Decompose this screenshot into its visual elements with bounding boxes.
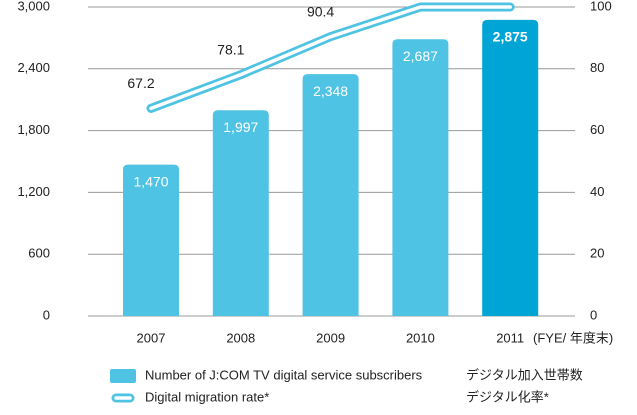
legend-label: Number of J:COM TV digital service subsc… xyxy=(145,367,423,382)
bar-value-label: 2,348 xyxy=(313,83,348,99)
y-tick-label: 600 xyxy=(28,246,50,261)
line-value-label: 78.1 xyxy=(217,41,244,57)
y2-tick-label: 100 xyxy=(590,0,612,13)
bar xyxy=(212,110,269,317)
y2-tick-label: 0 xyxy=(590,307,597,322)
bar xyxy=(123,164,179,316)
y2-tick-label: 60 xyxy=(590,122,604,137)
legend-label-ja: デジタル化率* xyxy=(466,389,549,404)
x-tick-label: 2007 xyxy=(137,330,166,345)
bar-value-label: 2,875 xyxy=(493,29,528,45)
y-tick-label: 1,200 xyxy=(17,184,50,199)
y2-tick-label: 20 xyxy=(590,246,604,261)
x-tick-label: 2008 xyxy=(226,330,255,345)
bar xyxy=(482,19,539,316)
y2-tick-label: 80 xyxy=(590,60,604,75)
y-tick-label: 0 xyxy=(43,307,50,322)
legend-label: Digital migration rate* xyxy=(145,389,269,404)
bar xyxy=(392,39,449,316)
x-tick-label: 2009 xyxy=(316,330,345,345)
x-tick-label: 2010 xyxy=(406,330,435,345)
y-tick-label: 3,000 xyxy=(17,0,50,13)
legend-swatch xyxy=(110,369,136,383)
bar-value-label: 1,470 xyxy=(133,173,168,189)
bar-value-label: 2,687 xyxy=(403,48,438,64)
x-axis-label: (FYE/ 年度末) xyxy=(533,330,613,345)
line-value-label: 67.2 xyxy=(127,75,154,91)
x-tick-label: 2011 xyxy=(496,330,524,345)
legend-label-ja: デジタル加入世帯数 xyxy=(466,367,583,382)
y-tick-label: 2,400 xyxy=(17,60,50,75)
line-value-label: 90.4 xyxy=(307,3,334,19)
line xyxy=(149,5,512,111)
bar-value-label: 1,997 xyxy=(223,119,258,135)
y-tick-label: 1,800 xyxy=(17,122,50,137)
y2-tick-label: 40 xyxy=(590,184,604,199)
bar xyxy=(302,74,359,316)
